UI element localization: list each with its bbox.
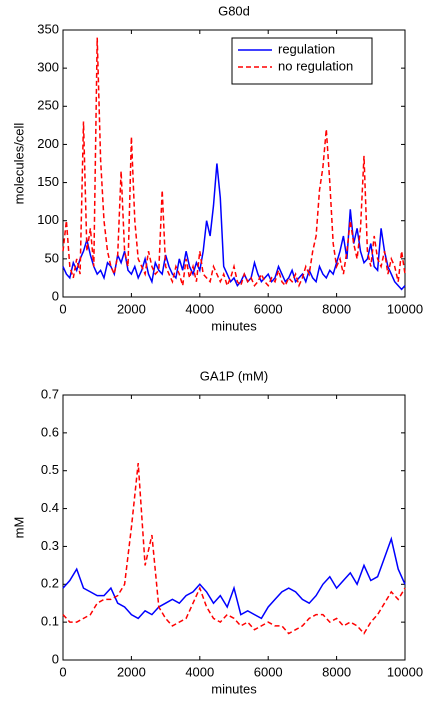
plot-area	[62, 394, 406, 661]
x-tick-label: 2000	[117, 301, 146, 316]
x-tick-label: 6000	[254, 301, 283, 316]
y-tick-label: 0	[52, 651, 59, 666]
x-tick-label: 6000	[254, 664, 283, 679]
data-line	[62, 37, 406, 288]
x-tick-label: 4000	[185, 301, 214, 316]
x-tick-label: 10000	[387, 301, 423, 316]
legend-label: no regulation	[278, 58, 353, 73]
y-tick-label: 100	[37, 212, 59, 227]
x-tick-label: 10000	[387, 664, 423, 679]
y-tick-label: 250	[37, 98, 59, 113]
y-tick-label: 0.1	[41, 614, 59, 629]
x-tick-label: 0	[59, 301, 66, 316]
y-axis-label: mM	[11, 517, 26, 539]
legend-box	[231, 37, 373, 85]
y-tick-label: 0.2	[41, 576, 59, 591]
y-tick-label: 0.3	[41, 538, 59, 553]
y-tick-label: 0.5	[41, 462, 59, 477]
y-tick-label: 50	[45, 250, 59, 265]
x-tick-label: 4000	[185, 664, 214, 679]
chart-title: G80d	[218, 3, 250, 18]
y-tick-label: 150	[37, 174, 59, 189]
y-tick-label: 0.7	[41, 386, 59, 401]
legend-label: regulation	[278, 41, 335, 56]
chart-title: GA1P (mM)	[200, 368, 268, 383]
x-tick-label: 2000	[117, 664, 146, 679]
data-line	[62, 536, 406, 620]
data-line	[62, 463, 406, 635]
y-tick-label: 200	[37, 136, 59, 151]
x-tick-label: 8000	[322, 664, 351, 679]
x-axis-label: minutes	[211, 318, 257, 333]
x-axis-label: minutes	[211, 681, 257, 696]
y-tick-label: 0	[52, 288, 59, 303]
y-axis-label: molecules/cell	[11, 123, 26, 205]
y-tick-label: 300	[37, 60, 59, 75]
x-tick-label: 8000	[322, 301, 351, 316]
x-tick-label: 0	[59, 664, 66, 679]
y-tick-label: 0.6	[41, 424, 59, 439]
y-tick-label: 0.4	[41, 500, 59, 515]
y-tick-label: 350	[37, 21, 59, 36]
